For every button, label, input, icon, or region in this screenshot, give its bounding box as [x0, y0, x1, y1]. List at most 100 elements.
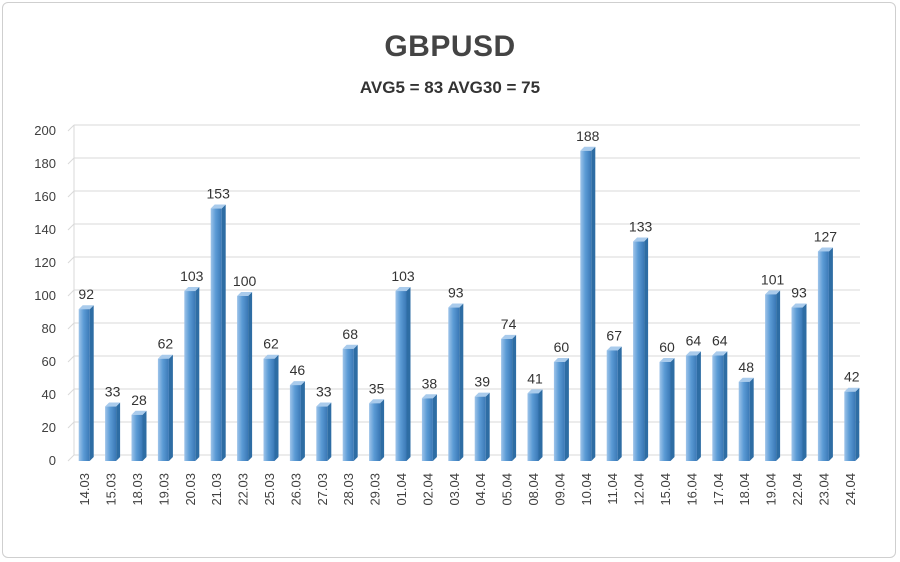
data-label: 68 — [342, 326, 358, 342]
bars — [78, 146, 860, 462]
bar — [712, 351, 728, 461]
chart-subtitle: AVG5 = 83 AVG30 = 75 — [359, 78, 541, 97]
bar-top — [184, 287, 200, 292]
data-label: 67 — [606, 327, 622, 343]
bar — [157, 354, 173, 461]
bar — [791, 303, 807, 461]
bar-top — [342, 344, 358, 349]
x-tick-label: 02.04 — [420, 473, 435, 506]
data-label: 127 — [814, 228, 838, 244]
bar — [237, 292, 253, 461]
data-label: 33 — [105, 384, 121, 400]
bar-front — [659, 362, 671, 461]
bar-top — [263, 354, 279, 359]
bar — [659, 358, 675, 461]
bar — [527, 389, 543, 461]
bar-front — [712, 355, 724, 461]
bar-side — [564, 358, 569, 461]
bar-side — [221, 204, 226, 462]
data-label: 48 — [738, 359, 754, 375]
bar-front — [501, 338, 513, 461]
bar-top — [712, 351, 728, 356]
gridline-diag — [67, 256, 75, 264]
bar-front — [448, 307, 460, 461]
data-label: 100 — [233, 273, 257, 289]
gridline-diag — [67, 454, 75, 462]
bar — [289, 381, 305, 461]
bar-front — [553, 362, 565, 461]
bar-front — [289, 385, 301, 461]
bar-front — [844, 391, 856, 461]
bar-side — [406, 287, 411, 461]
gridline-diag — [67, 124, 75, 132]
bar-top — [157, 354, 173, 359]
bar-front — [157, 358, 169, 461]
bar — [421, 394, 437, 461]
bar-top — [527, 389, 543, 394]
bar-side — [512, 334, 517, 461]
y-tick-label: 120 — [34, 255, 56, 270]
bar-front — [184, 291, 196, 461]
bar-side — [300, 381, 305, 461]
data-label: 133 — [629, 219, 653, 235]
x-tick-label: 08.04 — [526, 473, 541, 506]
bar-front — [263, 358, 275, 461]
bar-side — [802, 303, 807, 461]
data-label: 103 — [391, 268, 415, 284]
bar-front — [685, 355, 697, 461]
data-label: 41 — [527, 370, 543, 386]
x-tick-label: 19.03 — [156, 473, 171, 506]
bar-side — [776, 290, 781, 461]
bar — [501, 334, 517, 461]
data-label: 92 — [78, 286, 94, 302]
bar-top — [553, 358, 569, 362]
bar — [448, 303, 464, 461]
bar-front — [421, 398, 433, 461]
gridline-diag — [67, 421, 75, 429]
data-label: 62 — [158, 336, 174, 352]
x-tick-label: 26.03 — [288, 473, 303, 506]
data-label: 103 — [180, 268, 204, 284]
bar — [316, 402, 332, 461]
x-tick-label: 15.03 — [104, 473, 119, 506]
bar-top — [316, 402, 332, 407]
data-label: 42 — [844, 369, 860, 385]
bar — [738, 377, 754, 461]
gridlines — [67, 124, 860, 462]
bar — [105, 402, 121, 461]
bar-top — [765, 290, 781, 295]
data-label: 93 — [448, 285, 464, 301]
x-tick-label: 29.03 — [368, 473, 383, 506]
x-tick-label: 04.04 — [473, 473, 488, 506]
bar-side — [89, 305, 94, 461]
bar-side — [274, 354, 279, 461]
bar-front — [78, 309, 90, 461]
chart-title: GBPUSD — [384, 30, 516, 63]
x-tick-label: 16.04 — [684, 473, 699, 506]
bar-front — [580, 150, 592, 462]
y-tick-label: 60 — [42, 354, 56, 369]
bar-front — [369, 403, 381, 461]
bar-front — [342, 348, 354, 461]
data-labels: 92 33 28 62 103 153 100 62 46 33 68 35 103 38 93 39 74 41… — [78, 128, 859, 408]
x-tick-label: 01.04 — [394, 473, 409, 506]
bar-top — [210, 204, 226, 209]
bar-side — [723, 351, 728, 461]
x-tick-label: 27.03 — [315, 473, 330, 506]
bar — [844, 387, 860, 461]
bar-top — [633, 237, 649, 242]
bar-front — [527, 393, 539, 461]
bar — [342, 344, 358, 461]
bar-side — [670, 358, 675, 461]
gridline-diag — [67, 223, 75, 231]
bar — [78, 305, 94, 461]
bar-top — [395, 287, 411, 292]
bar-top — [369, 399, 385, 404]
bar — [633, 237, 649, 461]
y-tick-label: 0 — [49, 453, 56, 468]
bar-front — [105, 406, 117, 461]
x-tick-label: 23.04 — [816, 473, 831, 506]
x-tick-label: 09.04 — [552, 473, 567, 506]
